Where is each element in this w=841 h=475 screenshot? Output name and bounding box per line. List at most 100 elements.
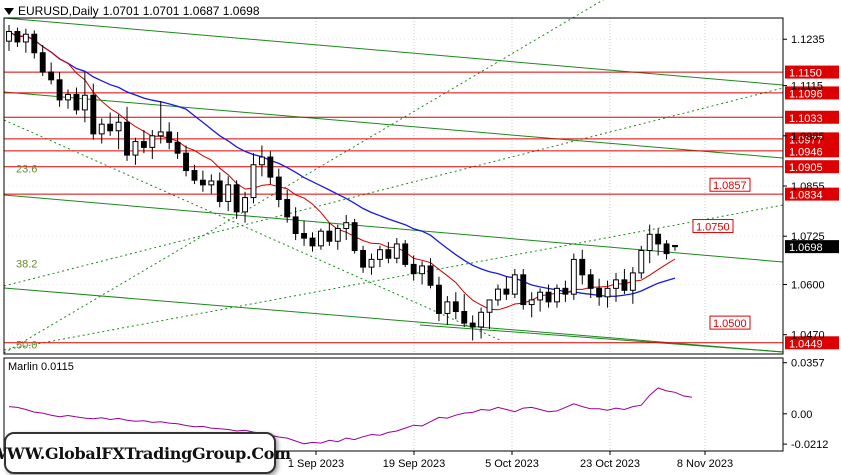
price-level-label: 1.1150 xyxy=(789,68,822,80)
candle xyxy=(444,296,451,326)
text-layer: 23.6 38.2 50.0 Marlin 0.0115 1.1235 1.1115 1.0… xyxy=(8,34,828,470)
candle xyxy=(621,269,628,295)
candle-body xyxy=(638,249,645,274)
candle-body xyxy=(486,299,493,313)
candle-body xyxy=(672,244,678,248)
candle-body xyxy=(258,156,265,166)
price-level-box xyxy=(785,65,839,79)
candle-body xyxy=(284,199,291,218)
candle xyxy=(22,28,29,53)
ohlc-readout: 1.0701 1.0701 1.0687 1.0698 xyxy=(102,4,260,18)
candle xyxy=(267,151,274,185)
fib-level-label: 38.2 xyxy=(16,259,37,271)
price-level-label: 1.0905 xyxy=(789,162,823,174)
candle xyxy=(562,280,569,302)
candle xyxy=(115,114,122,150)
candle-body xyxy=(166,131,173,143)
chart-level-box xyxy=(709,177,751,192)
candle xyxy=(672,244,678,251)
candle-body xyxy=(334,227,341,242)
price-level-box xyxy=(785,336,839,350)
candle-body xyxy=(469,322,476,328)
candle xyxy=(191,164,198,185)
candle-body xyxy=(343,222,350,229)
indicator-panel-frame xyxy=(3,357,784,452)
candle xyxy=(596,278,603,306)
x-tick-label: 23 Oct 2023 xyxy=(580,458,640,470)
y-tick-label: 1.0600 xyxy=(791,279,825,291)
candle xyxy=(14,27,21,47)
candle-body xyxy=(292,216,299,235)
y-tick-label: 1.1235 xyxy=(791,34,825,46)
candle xyxy=(208,174,215,194)
candle-body xyxy=(149,135,156,148)
candle-body xyxy=(629,272,636,291)
candle xyxy=(174,131,181,159)
trend-channel-line xyxy=(3,287,784,353)
chart-level-label: 1.0750 xyxy=(696,222,730,234)
last-price-label: 1.0698 xyxy=(789,242,823,254)
candles-layer[interactable] xyxy=(6,24,678,341)
candle-body xyxy=(528,299,535,306)
candle-body xyxy=(385,249,392,259)
candle xyxy=(149,130,156,159)
indicator-tick-label: 0.00 xyxy=(791,409,812,421)
panel-frames xyxy=(3,17,787,455)
candle xyxy=(520,269,527,310)
x-tick-label: 1 Sep 2023 xyxy=(288,458,344,470)
candle-body xyxy=(250,164,257,199)
candle xyxy=(537,288,544,312)
candle xyxy=(343,214,350,241)
candle-body xyxy=(655,233,662,245)
candle-body xyxy=(393,243,400,259)
candle xyxy=(368,253,375,275)
candle-body xyxy=(140,141,147,148)
candle xyxy=(132,137,139,165)
candle-body xyxy=(115,121,122,132)
candle-body xyxy=(587,274,594,289)
candle-body xyxy=(191,170,198,181)
candle-body xyxy=(267,156,274,178)
candle xyxy=(545,284,552,308)
candle-body xyxy=(174,141,181,154)
candle-body xyxy=(199,179,206,186)
candle xyxy=(655,228,662,256)
slow-moving-average-line xyxy=(8,30,676,298)
candle xyxy=(250,153,257,204)
trend-fan-line xyxy=(3,0,605,354)
candle xyxy=(140,130,147,154)
candle xyxy=(90,83,97,140)
y-tick-label: 1.0470 xyxy=(791,330,825,342)
candle xyxy=(73,87,80,115)
candle xyxy=(199,170,206,192)
candle xyxy=(107,112,114,136)
price-level-box xyxy=(785,144,839,158)
candle-body xyxy=(216,180,223,202)
candle-body xyxy=(436,284,442,314)
candle-body xyxy=(124,121,130,156)
chart-level-box xyxy=(692,219,734,234)
candle xyxy=(554,284,560,308)
y-tick-label: 1.0855 xyxy=(791,181,825,193)
candle-body xyxy=(621,279,628,291)
candle-body xyxy=(107,123,114,132)
candle xyxy=(334,224,341,250)
candle xyxy=(570,253,577,300)
indicator-layer xyxy=(8,387,692,445)
trend-fan-line xyxy=(3,204,784,351)
candle xyxy=(511,269,518,298)
candle xyxy=(461,294,468,327)
fib-level-label: 50.0 xyxy=(16,339,37,351)
candle xyxy=(98,118,105,144)
candle xyxy=(385,242,392,264)
candle-body xyxy=(410,263,417,275)
candle-body xyxy=(511,274,518,295)
candle-body xyxy=(570,258,577,295)
y-tick-label: 1.0725 xyxy=(791,231,825,243)
candle-body xyxy=(6,31,12,42)
chart-menu-triangle-icon[interactable] xyxy=(4,7,14,15)
candle-body xyxy=(554,287,560,303)
chart-header: EURUSD,Daily 1.0701 1.0701 1.0687 1.0698 xyxy=(4,4,260,18)
